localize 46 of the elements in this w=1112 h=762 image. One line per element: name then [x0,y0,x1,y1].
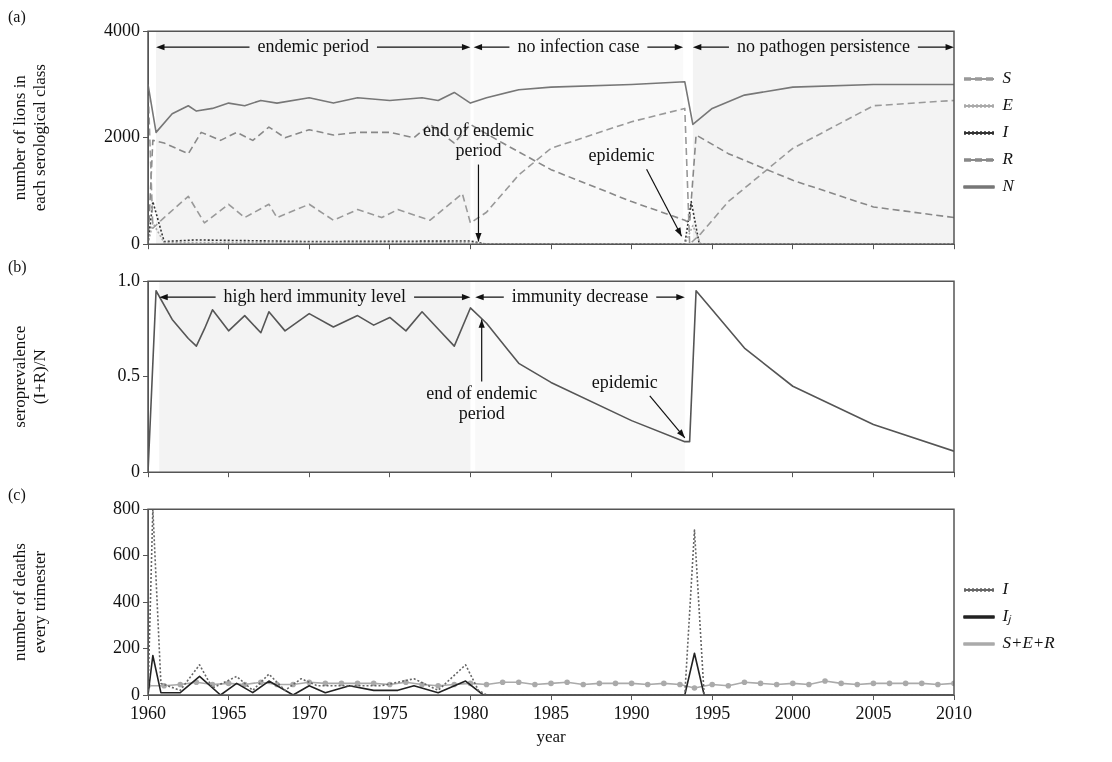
x-tick-label: 1985 [533,702,569,723]
annotation: end of endemic period [422,120,534,161]
band-label: immunity decrease [511,285,649,306]
legend-label: R [1001,149,1014,169]
y-tick-label: 200 [113,637,140,658]
legend-label: S [1002,68,1012,88]
text: (a) [8,7,26,26]
band-label: no pathogen persistence [736,35,910,56]
annotation: epidemic [588,144,655,165]
annotation: epidemic [591,371,658,392]
x-tick-label: 1970 [291,702,328,723]
y-tick-label: 0 [131,683,140,704]
y-axis-title: seroprevalence (I+R)/N [9,325,50,428]
legend-label: E [1001,95,1014,115]
y-axis-title: number of deaths every trimester [9,543,50,662]
y-tick-label: 4000 [104,19,140,40]
legend-label: Iⱼ [1001,606,1013,627]
x-tick-label: 1995 [694,702,731,723]
x-tick-label: 2010 [936,702,972,723]
x-tick-label: 1965 [210,702,247,723]
y-tick-label: 800 [113,497,140,518]
text: (b) [8,257,27,276]
y-tick-label: 1.0 [117,269,140,290]
x-tick-label: 2005 [855,702,892,723]
y-tick-label: 0.5 [117,365,140,386]
y-tick-label: 400 [113,590,140,611]
y-tick-label: 600 [113,544,140,565]
x-axis-title: year [536,727,566,747]
x-tick-label: 1975 [371,702,408,723]
x-tick-label: 1980 [452,702,489,723]
annotation: end of endemic period [426,383,538,424]
x-tick-label: 1990 [613,702,650,723]
x-tick-label: 2000 [774,702,811,723]
x-tick-label: 1960 [130,702,166,723]
legend-label: S+E+R [1002,633,1056,653]
legend-label: I [1001,579,1010,599]
y-tick-label: 0 [131,460,140,481]
y-axis-title: number of lions in each serological class [9,64,50,212]
band-label: no infection case [517,35,640,56]
band-label: high herd immunity level [223,285,407,306]
legend-label: I [1001,122,1010,142]
band-label: endemic period [257,35,369,56]
legend-label: N [1001,176,1016,196]
text: (c) [8,485,26,504]
y-tick-label: 0 [131,232,140,253]
y-tick-label: 2000 [104,126,140,147]
